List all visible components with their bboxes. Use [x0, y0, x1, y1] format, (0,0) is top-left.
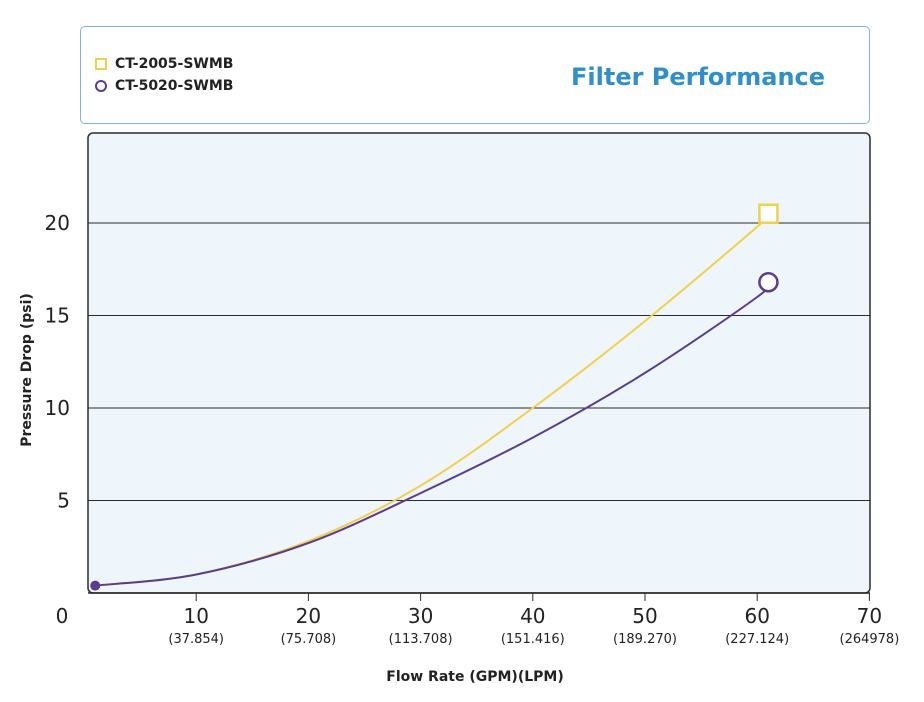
series-end-marker-CT-2005-SWMB [758, 203, 779, 224]
x-sub-tick-label-60: (227.124) [725, 632, 789, 647]
series-line-CT-5020-SWMB [95, 281, 771, 587]
x-sub-tick-label-10: (37.854) [168, 632, 224, 647]
legend-entry-ct-5020: CT-5020-SWMB [95, 78, 233, 94]
y-axis-title: Pressure Drop (psi) [19, 293, 35, 447]
x-tick-label-40: 40 [520, 604, 545, 628]
x-tick-label-10: 10 [183, 604, 208, 628]
legend-label-ct-2005: CT-2005-SWMB [115, 56, 234, 72]
x-tick-label-30: 30 [408, 604, 433, 628]
legend-box: CT-2005-SWMB CT-5020-SWMB Filter Perform… [80, 26, 870, 124]
legend-entry-ct-2005: CT-2005-SWMB [95, 56, 233, 72]
x-tick-label-20: 20 [296, 604, 321, 628]
circle-marker-icon [95, 80, 107, 92]
x-sub-tick-label-70: (264978) [840, 632, 900, 647]
y-tick-label-15: 15 [45, 304, 70, 328]
x-axis-title: Flow Rate (GPM)(LPM) [386, 669, 563, 685]
y-tick-label-20: 20 [45, 211, 70, 235]
x-sub-tick-label-20: (75.708) [281, 632, 337, 647]
series-start-point [90, 580, 101, 591]
x-sub-tick-label-50: (189.270) [613, 632, 677, 647]
x-tick-label-70: 70 [857, 604, 882, 628]
y-tick-label-5: 5 [57, 489, 70, 513]
chart-title: Filter Performance [571, 63, 826, 91]
x-tick-label-50: 50 [632, 604, 657, 628]
x-tick-label-60: 60 [744, 604, 769, 628]
plot-area [87, 132, 871, 594]
x-sub-tick-label-30: (113.708) [389, 632, 453, 647]
y-tick-label-10: 10 [45, 396, 70, 420]
x-sub-tick-label-40: (151.416) [501, 632, 565, 647]
x-tick-label-0: 0 [56, 604, 69, 628]
square-marker-icon [95, 58, 107, 70]
legend-label-ct-5020: CT-5020-SWMB [115, 78, 234, 94]
series-end-marker-CT-5020-SWMB [758, 271, 779, 293]
